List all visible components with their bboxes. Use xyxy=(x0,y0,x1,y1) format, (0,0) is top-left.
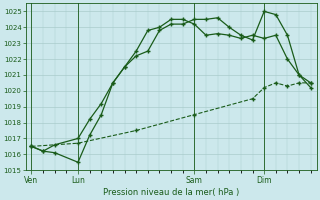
X-axis label: Pression niveau de la mer( hPa ): Pression niveau de la mer( hPa ) xyxy=(103,188,239,197)
